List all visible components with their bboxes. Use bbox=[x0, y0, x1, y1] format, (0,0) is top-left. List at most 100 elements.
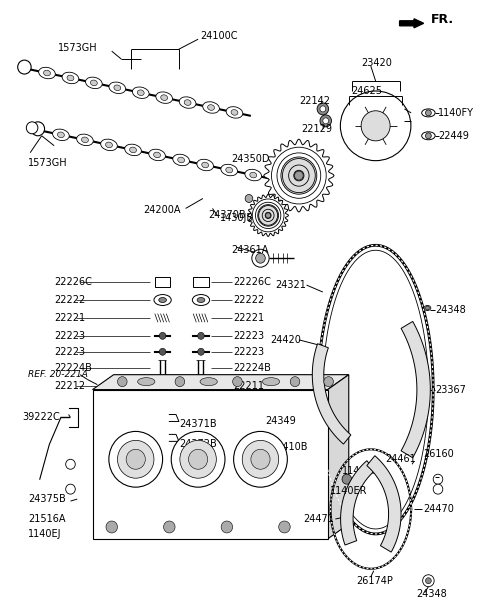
Text: 24348: 24348 bbox=[435, 305, 466, 315]
Text: 22226C: 22226C bbox=[54, 277, 92, 287]
Circle shape bbox=[159, 348, 166, 355]
Ellipse shape bbox=[53, 129, 69, 140]
Circle shape bbox=[279, 521, 290, 533]
Circle shape bbox=[106, 521, 118, 533]
Text: 22224B: 22224B bbox=[234, 363, 272, 373]
Ellipse shape bbox=[202, 162, 209, 168]
Text: 1140EJ: 1140EJ bbox=[28, 529, 62, 539]
Ellipse shape bbox=[161, 95, 168, 100]
Text: 22222: 22222 bbox=[54, 295, 85, 305]
Circle shape bbox=[234, 432, 288, 487]
Text: 24361A: 24361A bbox=[232, 245, 269, 255]
Circle shape bbox=[109, 432, 163, 487]
Text: 24372B: 24372B bbox=[179, 440, 216, 449]
Polygon shape bbox=[93, 390, 328, 539]
Circle shape bbox=[198, 348, 204, 355]
Circle shape bbox=[318, 415, 328, 424]
Polygon shape bbox=[328, 375, 349, 539]
Ellipse shape bbox=[173, 154, 190, 166]
Circle shape bbox=[221, 521, 233, 533]
Text: 22212: 22212 bbox=[54, 381, 85, 390]
Text: 24625: 24625 bbox=[352, 86, 383, 96]
Ellipse shape bbox=[197, 297, 205, 303]
Circle shape bbox=[265, 212, 271, 218]
Ellipse shape bbox=[159, 297, 167, 303]
Text: 22226C: 22226C bbox=[234, 277, 272, 287]
Circle shape bbox=[294, 170, 304, 181]
Ellipse shape bbox=[226, 167, 233, 173]
Text: 39222C: 39222C bbox=[23, 412, 60, 423]
Ellipse shape bbox=[178, 157, 184, 163]
Text: 22449: 22449 bbox=[438, 131, 469, 141]
Bar bbox=[193, 277, 209, 287]
Circle shape bbox=[320, 106, 326, 112]
Ellipse shape bbox=[85, 77, 102, 89]
Ellipse shape bbox=[208, 105, 215, 110]
Ellipse shape bbox=[424, 305, 431, 311]
Text: 22223: 22223 bbox=[234, 347, 265, 357]
Ellipse shape bbox=[197, 159, 214, 171]
Ellipse shape bbox=[137, 90, 144, 95]
Ellipse shape bbox=[422, 109, 435, 117]
Circle shape bbox=[258, 205, 278, 226]
Ellipse shape bbox=[203, 102, 219, 113]
Circle shape bbox=[66, 459, 75, 469]
Circle shape bbox=[26, 122, 38, 134]
Circle shape bbox=[265, 213, 271, 218]
Ellipse shape bbox=[250, 172, 257, 178]
Text: 22222: 22222 bbox=[234, 295, 265, 305]
Ellipse shape bbox=[184, 100, 191, 105]
Ellipse shape bbox=[245, 169, 262, 181]
Circle shape bbox=[423, 575, 434, 587]
Polygon shape bbox=[367, 456, 401, 552]
Circle shape bbox=[242, 440, 279, 478]
Text: 23367: 23367 bbox=[435, 385, 466, 395]
Text: REF. 20-221A: REF. 20-221A bbox=[28, 370, 88, 379]
Polygon shape bbox=[264, 139, 334, 212]
Circle shape bbox=[18, 60, 31, 74]
Polygon shape bbox=[401, 322, 430, 458]
Text: 22223: 22223 bbox=[54, 347, 85, 357]
Circle shape bbox=[433, 484, 443, 494]
Text: 24349: 24349 bbox=[265, 416, 296, 426]
Circle shape bbox=[31, 122, 45, 136]
Polygon shape bbox=[312, 344, 351, 444]
Text: 24348: 24348 bbox=[416, 589, 447, 599]
Circle shape bbox=[189, 449, 208, 469]
Circle shape bbox=[342, 474, 352, 484]
Ellipse shape bbox=[67, 75, 74, 81]
Circle shape bbox=[164, 521, 175, 533]
Text: 22221: 22221 bbox=[234, 313, 265, 323]
Text: 24200A: 24200A bbox=[144, 206, 181, 215]
Text: 24461: 24461 bbox=[385, 454, 416, 465]
Circle shape bbox=[367, 117, 384, 135]
Circle shape bbox=[320, 115, 332, 127]
Circle shape bbox=[335, 462, 344, 472]
Ellipse shape bbox=[154, 152, 160, 157]
Ellipse shape bbox=[106, 142, 112, 148]
Ellipse shape bbox=[39, 67, 55, 79]
Text: 22223: 22223 bbox=[234, 331, 265, 341]
Bar bbox=[155, 277, 170, 287]
Text: FR.: FR. bbox=[431, 13, 455, 26]
Circle shape bbox=[126, 449, 145, 469]
Text: 22142: 22142 bbox=[299, 96, 330, 106]
Circle shape bbox=[295, 171, 303, 180]
Ellipse shape bbox=[58, 132, 64, 137]
Ellipse shape bbox=[90, 80, 97, 86]
Circle shape bbox=[256, 254, 265, 263]
Ellipse shape bbox=[101, 139, 117, 151]
Text: 22223: 22223 bbox=[54, 331, 85, 341]
Text: 22129: 22129 bbox=[301, 124, 332, 134]
Circle shape bbox=[323, 118, 329, 124]
Ellipse shape bbox=[132, 87, 149, 98]
Circle shape bbox=[361, 111, 390, 141]
Ellipse shape bbox=[77, 134, 93, 145]
Text: 1430JB: 1430JB bbox=[220, 213, 254, 223]
Ellipse shape bbox=[226, 106, 243, 118]
Text: 24100C: 24100C bbox=[200, 31, 238, 41]
Ellipse shape bbox=[149, 149, 166, 161]
Text: 1140ER: 1140ER bbox=[342, 466, 380, 476]
Ellipse shape bbox=[125, 144, 142, 156]
Circle shape bbox=[324, 377, 334, 387]
